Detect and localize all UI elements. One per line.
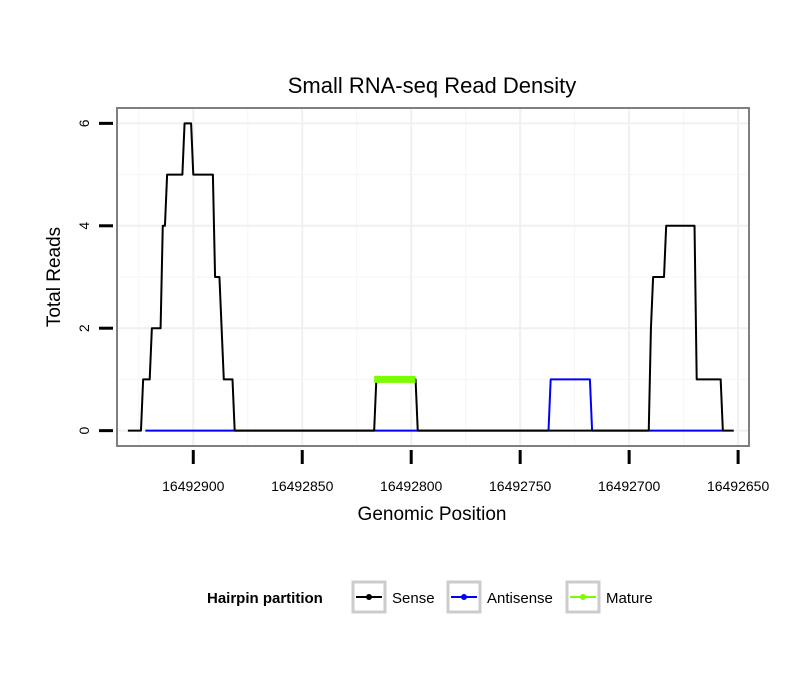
legend-item-antisense: Antisense: [446, 580, 553, 614]
x-tick-label: 16492900: [162, 478, 225, 494]
x-axis: 16492900 16492850 16492800 16492750 16492700…: [162, 450, 769, 494]
y-tick-label: 4: [76, 222, 92, 230]
legend-label-antisense: Antisense: [487, 590, 553, 607]
y-tick-label: 6: [76, 119, 92, 127]
legend-item-mature: Mature: [565, 580, 653, 614]
legend: Hairpin partition Sense Antisense Mature: [207, 580, 653, 614]
legend-title: Hairpin partition: [207, 590, 323, 607]
x-tick-label: 16492850: [271, 478, 334, 494]
legend-label-sense: Sense: [392, 590, 435, 607]
legend-label-mature: Mature: [606, 590, 653, 607]
x-axis-title: Genomic Position: [358, 504, 507, 525]
x-tick-label: 16492650: [707, 478, 770, 494]
x-tick-label: 16492800: [380, 478, 443, 494]
series-layer: [127, 122, 734, 432]
plot-border: [116, 107, 750, 447]
y-axis: 0 2 4 6: [76, 119, 113, 435]
legend-item-sense: Sense: [351, 580, 435, 614]
legend-dot-mature: [580, 594, 586, 600]
legend-dot-sense: [366, 594, 372, 600]
y-tick-label: 2: [76, 324, 92, 332]
y-axis-title: Total Reads: [44, 227, 65, 327]
legend-dot-antisense: [461, 594, 467, 600]
x-tick-label: 16492700: [598, 478, 661, 494]
y-tick-label: 0: [76, 427, 92, 435]
series-line-sense: [127, 122, 734, 432]
chart-title: Small RNA-seq Read Density: [288, 73, 577, 98]
x-tick-label: 16492750: [489, 478, 552, 494]
